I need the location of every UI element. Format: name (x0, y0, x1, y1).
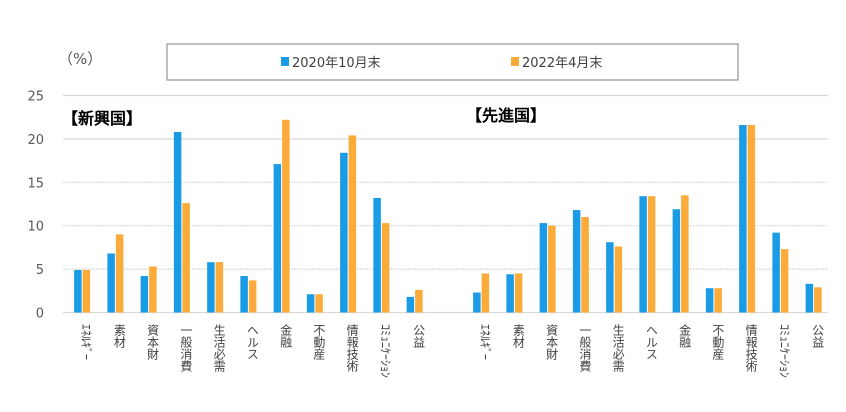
bar-2022 (614, 246, 623, 313)
bar-2020 (739, 125, 747, 313)
x-tick-label: 公益 (412, 324, 426, 348)
y-axis-unit: （%） (58, 50, 102, 68)
x-tick-label: 生活必需 (212, 324, 226, 372)
bar-2022 (415, 289, 423, 313)
bar-2022 (481, 273, 490, 313)
bar-2022 (115, 234, 124, 313)
y-tick-label: 20 (27, 133, 44, 148)
bar-2022 (681, 195, 689, 313)
bar-2022 (282, 119, 290, 313)
bar-2020 (473, 292, 481, 313)
group-title-developed: 【先進国】 (466, 106, 546, 125)
x-tick-label: ｴﾈﾙｷﾞｰ (79, 324, 93, 360)
bar-2022 (514, 273, 523, 313)
x-tick-label: 資本財 (146, 324, 160, 360)
x-tick-label: ｴﾈﾙｷﾞｰ (478, 324, 492, 360)
legend-label-2020: 2020年10月末 (292, 56, 381, 71)
legend-label-2022: 2022年4月末 (522, 56, 602, 71)
bar-2022 (348, 135, 357, 313)
bar-2020 (506, 274, 514, 313)
bar-2020 (772, 232, 780, 313)
y-tick-label: 5 (36, 263, 44, 278)
group-title-emerging: 【新興国】 (62, 109, 142, 128)
y-tick-label: 15 (27, 176, 44, 191)
legend: 2020年10月末 2022年4月末 (166, 43, 739, 81)
x-tick-label: 不動産 (711, 324, 725, 361)
bar-2020 (606, 242, 614, 313)
bar-2020 (140, 276, 149, 313)
y-tick-label: 10 (27, 220, 44, 235)
bar-2020 (705, 288, 714, 313)
bar-2020 (340, 152, 348, 313)
bar-2022 (215, 262, 224, 313)
bar-2022 (714, 288, 722, 313)
y-tick-label: 25 (27, 90, 44, 105)
x-tick-label: 金融 (279, 323, 293, 349)
bar-2022 (248, 280, 257, 313)
bar-2020 (672, 209, 681, 313)
bar-2022 (814, 287, 822, 313)
legend-swatch-2020 (281, 57, 289, 66)
x-tick-label: 金融 (678, 323, 692, 349)
x-tick-label: 情報技術 (744, 324, 758, 373)
bar-2020 (373, 197, 381, 313)
bar-2022 (747, 125, 756, 313)
bar-2020 (539, 223, 548, 313)
x-tick-label: 素材 (112, 324, 126, 348)
x-tick-label: ヘルス (245, 324, 259, 360)
bar-2022 (581, 217, 589, 313)
x-tick-label: ヘルス (644, 324, 658, 360)
bar-2020 (639, 196, 647, 313)
y-tick-label: 0 (36, 307, 44, 322)
x-tick-label: 不動産 (312, 324, 326, 361)
x-tick-label: ｺﾐｭﾆｹｰｼｮﾝ (378, 324, 392, 378)
x-tick-label: 生活必需 (611, 324, 625, 372)
legend-box (166, 43, 739, 81)
bar-2020 (572, 210, 581, 313)
bar-2022 (647, 196, 656, 313)
bar-2022 (548, 225, 556, 313)
bar-2022 (381, 223, 390, 313)
bar-2022 (82, 269, 91, 313)
x-tick-label: 情報技術 (345, 324, 359, 373)
bar-2020 (74, 269, 82, 313)
bar-2022 (149, 266, 157, 313)
x-tick-label: 資本財 (545, 324, 559, 360)
bar-2022 (780, 249, 789, 313)
x-tick-label: ｺﾐｭﾆｹｰｼｮﾝ (777, 324, 791, 378)
x-tick-label: 一般消費 (578, 324, 592, 372)
x-tick-label: 一般消費 (179, 324, 193, 372)
bar-2020 (173, 131, 182, 313)
bar-2020 (240, 276, 248, 313)
bar-2020 (805, 283, 814, 313)
bar-2020 (207, 262, 215, 313)
x-tick-label: 公益 (811, 324, 825, 348)
legend-swatch-2022 (511, 57, 519, 66)
bar-2020 (406, 296, 415, 313)
bar-2022 (315, 294, 323, 313)
bar-2022 (182, 203, 190, 313)
bar-2020 (306, 294, 315, 313)
bar-2020 (273, 164, 282, 313)
x-tick-label: 素材 (511, 324, 525, 348)
bar-2020 (107, 253, 115, 313)
